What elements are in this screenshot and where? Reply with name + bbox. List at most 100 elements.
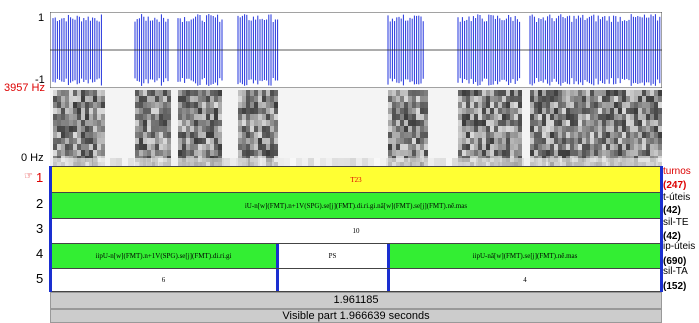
spectrogram-cell [139,150,143,156]
spectrogram-cell [202,132,206,138]
spectrogram-cell [558,126,562,132]
tier-4[interactable]: iipU-n[w](FMT).n+1V(SPG).se[j](FMT).di.r… [50,243,662,268]
spectrogram-cell [534,96,538,102]
spectrogram-cell [242,158,248,166]
spectrogram-cell [638,144,642,150]
spectrogram-cell [610,138,614,144]
spectrogram-cell [246,132,250,138]
spectrogram-cell [53,138,57,144]
spectrogram-cell [194,120,198,126]
spectrogram-cell [530,90,534,96]
spectrogram-cell [214,126,218,132]
interval[interactable]: iipU-nã[w](FMT).se[j](FMT).nê.mas [388,244,662,268]
boundary[interactable] [387,244,390,268]
tier-2[interactable]: iU-n[w](FMT).n+1V(SPG).se[j](FMT).di.ri.… [50,192,662,218]
spectrogram-cell [163,114,167,120]
spectrogram-cell [470,150,474,156]
spectrogram-cell [139,102,143,108]
spectrogram-cell [270,102,274,108]
spectrogram-cell [482,120,486,126]
spectrogram-cell [534,120,538,126]
interval[interactable]: 10 [50,219,662,243]
interval[interactable]: 4 [388,269,662,291]
spectrogram-cell [606,108,610,114]
spectrogram-cell [566,108,570,114]
spectrogram-cell [474,132,478,138]
spectrogram-cell [186,114,190,120]
spectrogram-cell [266,96,270,102]
spectrogram-cell [478,126,482,132]
tier-name: turnos [663,166,691,177]
spectrogram-cell [302,158,308,166]
spectrogram-cell [81,96,85,102]
boundary[interactable] [276,244,279,268]
spectrogram-cell [486,132,490,138]
spectrogram-cell [646,102,650,108]
spectrogram-cell [89,144,93,150]
tier-number: 4 [36,246,43,261]
spectrogram-cell [182,90,186,96]
spectrogram-cell [546,102,550,108]
spectrogram-cell [574,138,578,144]
spectrogram-cell [416,158,422,166]
spectrogram-cell [582,90,586,96]
spectrogram-cell [214,150,218,156]
interval[interactable]: iipU-n[w](FMT).n+1V(SPG).se[j](FMT).di.r… [50,244,277,268]
spectrogram-cell [502,126,506,132]
spectrogram-cell [266,132,270,138]
spectrogram-cell [424,108,428,114]
spectrogram-cell [198,114,202,120]
spectrogram-cell [590,132,594,138]
spectrogram-cell [614,144,618,150]
spectrogram-cell [464,158,470,166]
spectrogram-cell [412,132,416,138]
spectrogram-cell [638,96,642,102]
spectrogram-cell [482,132,486,138]
spectrogram-cell [642,150,646,156]
interval[interactable]: T23 [50,167,662,192]
spectrogram-cell [462,150,466,156]
spectrogram-cell [122,158,128,166]
spectrogram-cell [510,120,514,126]
spectrogram-cell [566,114,570,120]
spectrogram-cell [159,96,163,102]
visible-part[interactable]: Visible part 1.966639 seconds [50,309,662,323]
spectrogram-cell [400,96,404,102]
spectrogram-cell [392,90,396,96]
interval[interactable]: PS [277,244,388,268]
spectrogram-cell [147,108,151,114]
spectrogram-cell [246,150,250,156]
spectrogram-cell [594,138,598,144]
tier-3[interactable]: 10 [50,218,662,243]
spectrogram-cell [164,158,170,166]
spectrogram-cell [155,114,159,120]
spectrogram-cell [101,120,105,126]
spectrogram-cell [388,114,392,120]
spectrogram-cell [470,132,474,138]
spectrogram-cell [202,144,206,150]
interval[interactable]: 6 [50,269,277,291]
boundary[interactable] [387,269,390,291]
boundary[interactable] [276,269,279,291]
spectrogram-cell [238,150,242,156]
spectrogram-cell [176,158,182,166]
cursor-time[interactable]: 1.961185 [50,292,662,309]
spectrogram-cell [598,102,602,108]
spectrogram-cell [202,120,206,126]
spectrogram-cell [182,126,186,132]
spectrogram-cell [578,132,582,138]
spectrogram-cell [412,102,416,108]
tier-1[interactable]: T23 [50,166,662,192]
spectrogram-cell [167,120,171,126]
spectrogram-cell [642,120,646,126]
spectrogram-cell [602,114,606,120]
spectrogram-cell [518,120,522,126]
tier-5[interactable]: 6 4 [50,268,662,292]
spectrogram-cell [178,144,182,150]
spectrogram-cell [85,144,89,150]
spectrogram-cell [139,90,143,96]
spectrogram-cell [582,120,586,126]
interval[interactable]: iU-n[w](FMT).n+1V(SPG).se[j](FMT).di.ri.… [50,193,662,218]
spectrogram-cell [412,144,416,150]
spectrogram-cell [498,102,502,108]
